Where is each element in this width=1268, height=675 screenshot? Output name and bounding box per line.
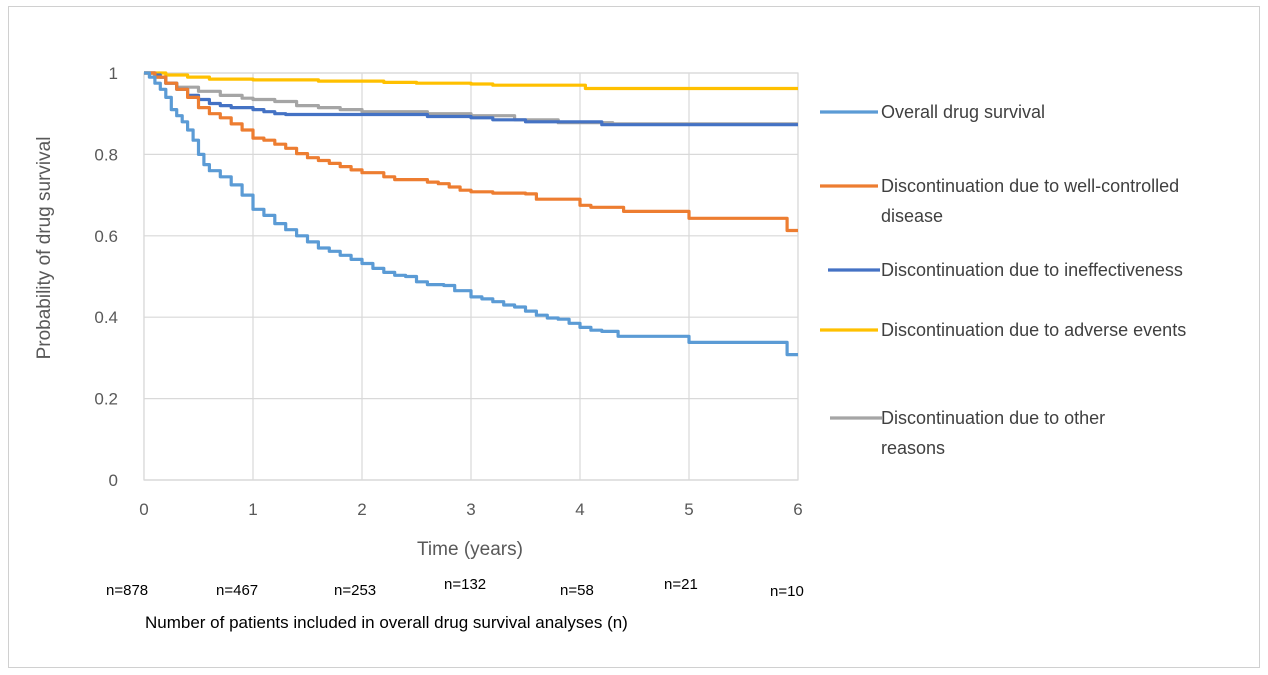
n-at-risk-label: n=878 — [106, 582, 148, 599]
n-at-risk-row: n=878 n=467 n=253 n=132 n=58 n=21 n=10 — [106, 576, 804, 600]
n-at-risk-label: n=58 — [560, 582, 594, 599]
series-line-2 — [144, 71, 798, 233]
n-at-risk-label: n=253 — [334, 582, 376, 599]
n-at-risk-label: n=132 — [444, 576, 486, 593]
plot-border — [143, 72, 799, 481]
x-axis-title: Time (years) — [417, 539, 523, 560]
n-at-risk-label: n=467 — [216, 582, 258, 599]
series-lines — [144, 71, 798, 357]
n-at-risk-label: n=10 — [770, 583, 804, 600]
x-tick-label: 3 — [466, 500, 475, 519]
legend-label: Discontinuation due to well-controlled di… — [881, 176, 1179, 226]
x-tick-label: 6 — [793, 500, 802, 519]
n-at-risk-label: n=21 — [664, 576, 698, 593]
y-tick-label: 0.6 — [94, 227, 118, 246]
y-axis-title: Probability of drug survival — [34, 137, 55, 360]
legend: Overall drug survival Discontinuation due… — [820, 102, 1186, 458]
legend-label: Discontinuation due to other reasons — [881, 408, 1105, 458]
x-tick-label: 5 — [684, 500, 693, 519]
y-tick-label: 1 — [109, 64, 118, 83]
y-tick-label: 0.2 — [94, 390, 118, 409]
legend-label: Discontinuation due to adverse events — [881, 320, 1186, 340]
x-tick-label: 0 — [139, 500, 148, 519]
y-tick-label: 0 — [109, 471, 118, 490]
y-tick-label: 0.8 — [94, 145, 118, 164]
legend-label: Discontinuation due to ineffectiveness — [881, 260, 1183, 280]
x-tick-label: 2 — [357, 500, 366, 519]
series-line-4 — [144, 71, 798, 91]
x-tick-label: 1 — [248, 500, 257, 519]
tick-labels: 0 0.2 0.4 0.6 0.8 1 0 1 2 3 4 5 6 — [94, 64, 802, 519]
series-line-1 — [144, 71, 798, 357]
gridlines — [143, 72, 799, 481]
legend-label: Overall drug survival — [881, 102, 1045, 122]
x-tick-label: 4 — [575, 500, 584, 519]
y-tick-label: 0.4 — [94, 308, 118, 327]
n-at-risk-title: Number of patients included in overall d… — [145, 613, 628, 632]
